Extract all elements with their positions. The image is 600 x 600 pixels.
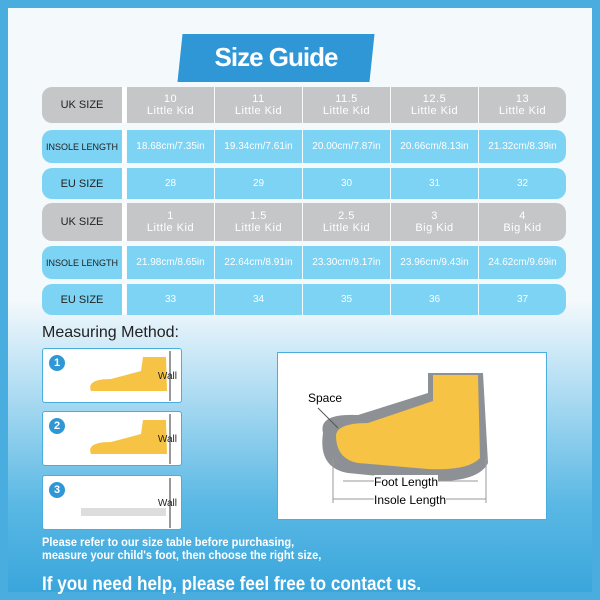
measuring-step: 3 Wall — [42, 475, 182, 530]
measuring-step: 2 Wall — [42, 411, 182, 466]
eu-cell: 33 — [126, 284, 214, 315]
eu-row: EU SIZE 33 34 35 36 37 — [42, 284, 566, 315]
footer-line-2: measure your child's foot, then choose t… — [42, 548, 322, 562]
eu-row: EU SIZE 28 29 30 31 32 — [42, 168, 566, 199]
insole-cell: 24.62cm/9.69in — [478, 246, 566, 279]
uk-size: 11 — [252, 93, 265, 105]
footer-note: Please refer to our size table before pu… — [42, 536, 321, 562]
age-group: Little Kid — [146, 105, 195, 117]
size-cell: 1 Little Kid — [126, 203, 214, 241]
row-label: INSOLE LENGTH — [42, 246, 126, 279]
insole-row: INSOLE LENGTH 18.68cm/7.35in 19.34cm/7.61i… — [42, 130, 566, 163]
eu-cell: 31 — [390, 168, 478, 199]
row-label: EU SIZE — [42, 168, 126, 199]
size-cell: 2.5 Little Kid — [302, 203, 390, 241]
row-label: UK SIZE — [42, 87, 126, 123]
age-group: Little Kid — [234, 222, 283, 234]
insole-cell: 20.00cm/7.87in — [302, 130, 390, 163]
uk-size: 12.5 — [422, 93, 447, 105]
uk-size: 4 — [519, 210, 526, 222]
wall-label: Wall — [157, 434, 177, 445]
row-label: UK SIZE — [42, 203, 126, 241]
wall-label: Wall — [157, 371, 177, 382]
size-cell: 11.5 Little Kid — [302, 87, 390, 123]
eu-cell: 28 — [126, 168, 214, 199]
age-group: Little Kid — [410, 105, 459, 117]
uk-size: 10 — [163, 93, 178, 105]
size-cell: 10 Little Kid — [126, 87, 214, 123]
uk-row: UK SIZE 10 Little Kid 11 Little Kid 11.5 Littl… — [42, 87, 566, 123]
step-number: 2 — [49, 418, 65, 434]
footer-contact: If you need help, please feel free to co… — [42, 574, 422, 595]
eu-cell: 32 — [478, 168, 566, 199]
size-cell: 1.5 Little Kid — [214, 203, 302, 241]
footer-line-1: Please refer to our size table before pu… — [42, 535, 295, 549]
insole-cell: 21.98cm/8.65in — [126, 246, 214, 279]
eu-cell: 37 — [478, 284, 566, 315]
uk-size: 3 — [431, 210, 438, 222]
row-label: EU SIZE — [42, 284, 126, 315]
uk-size: 11.5 — [335, 93, 358, 105]
age-group: Little Kid — [322, 222, 371, 234]
age-group: Little Kid — [146, 222, 195, 234]
eu-cell: 36 — [390, 284, 478, 315]
insole-cell: 23.96cm/9.43in — [390, 246, 478, 279]
age-group: Little Kid — [322, 105, 371, 117]
eu-cell: 35 — [302, 284, 390, 315]
step-number: 1 — [49, 355, 65, 371]
eu-cell: 30 — [302, 168, 390, 199]
uk-size: 1.5 — [250, 210, 267, 222]
insole-cell: 23.30cm/9.17in — [302, 246, 390, 279]
measuring-title: Measuring Method: — [42, 324, 179, 341]
step-number: 3 — [49, 482, 65, 498]
insole-cell: 21.32cm/8.39in — [478, 130, 566, 163]
space-label: Space — [308, 391, 343, 405]
age-group: Big Kid — [415, 222, 454, 234]
uk-size: 2.5 — [338, 210, 355, 222]
wall-label: Wall — [157, 498, 177, 509]
uk-size: 1 — [167, 210, 174, 222]
age-group: Big Kid — [503, 222, 542, 234]
foot-length-label: Foot Length — [374, 475, 439, 489]
eu-cell: 34 — [214, 284, 302, 315]
size-cell: 4 Big Kid — [478, 203, 566, 241]
age-group: Little Kid — [498, 105, 547, 117]
foot-step-icon — [90, 414, 171, 464]
uk-size: 13 — [515, 93, 530, 105]
page-title: Size Guide — [214, 42, 339, 72]
insole-cell: 20.66cm/8.13in — [390, 130, 478, 163]
insole-cell: 19.34cm/7.61in — [214, 130, 302, 163]
size-cell: 12.5 Little Kid — [390, 87, 478, 123]
foot-step-icon — [90, 351, 171, 401]
insole-row: INSOLE LENGTH 21.98cm/8.65in 22.64cm/8.91i… — [42, 246, 566, 279]
measuring-step: 1 Wall — [42, 348, 182, 403]
shoe-diagram: Space Foot Length Insole Length — [277, 352, 547, 520]
foot-step-icon — [81, 478, 171, 528]
row-label: INSOLE LENGTH — [42, 130, 126, 163]
uk-row: UK SIZE 1 Little Kid 1.5 Little Kid 2.5 Little… — [42, 203, 566, 241]
insole-length-label: Insole Length — [374, 493, 447, 507]
size-cell: 11 Little Kid — [214, 87, 302, 123]
size-cell: 13 Little Kid — [478, 87, 566, 123]
age-group: Little Kid — [234, 105, 283, 117]
size-cell: 3 Big Kid — [390, 203, 478, 241]
insole-cell: 18.68cm/7.35in — [126, 130, 214, 163]
eu-cell: 29 — [214, 168, 302, 199]
insole-cell: 22.64cm/8.91in — [214, 246, 302, 279]
